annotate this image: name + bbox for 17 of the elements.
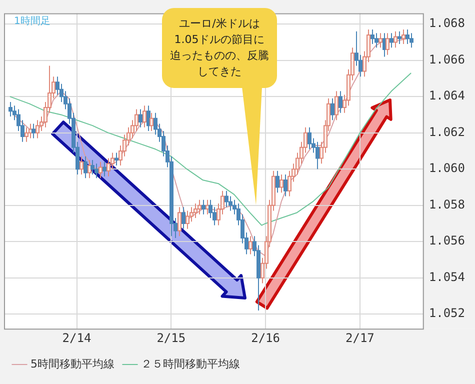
legend-label: 5時間移動平均線	[30, 357, 114, 370]
annotation: ユーロ/米ドルは1.05ドルの節目に迫ったものの、反騰してきた	[170, 16, 269, 80]
y-tick-label: 1.062	[428, 124, 465, 139]
legend-label: ２５時間移動平均線	[141, 357, 240, 370]
annotation: 1時間足	[14, 14, 50, 27]
y-tick-label: 1.058	[428, 197, 465, 212]
y-tick-label: 1.054	[428, 270, 465, 284]
y-tick-label: 1.056	[428, 234, 465, 248]
x-tick-label: 2/16	[251, 330, 280, 345]
y-tick-label: 1.068	[428, 16, 465, 30]
x-tick-label: 2/14	[62, 330, 92, 345]
y-tick-label: 1.060	[428, 161, 465, 176]
y-tick-label: 1.052	[428, 306, 465, 320]
y-tick-label: 1.066	[428, 52, 465, 66]
x-tick-label: 2/15	[156, 330, 186, 345]
y-tick-label: 1.064	[428, 88, 465, 103]
x-tick-label: 2/17	[345, 330, 374, 345]
